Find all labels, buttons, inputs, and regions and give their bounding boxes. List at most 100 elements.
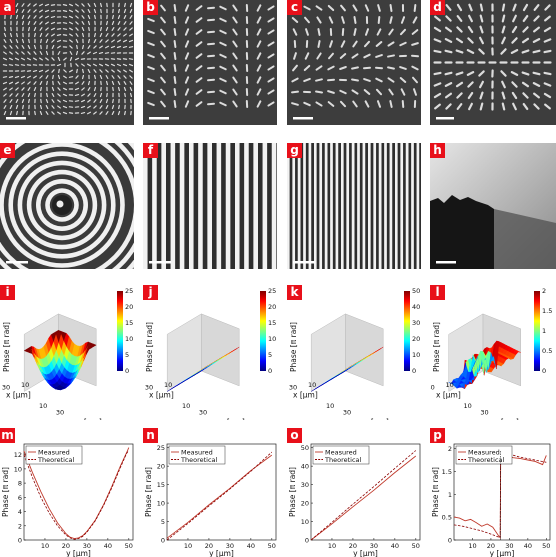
nanofin xyxy=(56,34,62,36)
nanofin xyxy=(3,45,7,49)
nanofin xyxy=(69,51,73,55)
nanofin xyxy=(267,101,275,107)
phase-stripe xyxy=(253,143,258,269)
phase-stripe xyxy=(175,143,180,269)
nanofin xyxy=(99,39,103,43)
y-tick-label: 2 xyxy=(18,522,22,530)
nanofin xyxy=(117,33,121,37)
nanofin xyxy=(128,39,134,43)
nanofin xyxy=(100,8,102,14)
nanofin xyxy=(80,99,86,103)
nanofin xyxy=(207,66,215,70)
colorbar-tick-label: 5 xyxy=(268,351,272,359)
nanofin xyxy=(195,41,203,47)
nanofin xyxy=(118,104,120,110)
phase-stripe xyxy=(207,143,212,269)
phase-stripe xyxy=(184,143,189,269)
nanofin xyxy=(160,4,166,12)
nanofin xyxy=(267,89,275,95)
line-chart: 2 1.5 1 0.5 0 10 20 30 40 50 y [μm] Phase [π rad] Me… xyxy=(431,443,550,557)
nanofin xyxy=(304,16,310,24)
y-tick-label: 2 xyxy=(448,445,452,453)
nanofin xyxy=(45,57,49,61)
y-axis-label: y [μm] xyxy=(77,417,102,420)
legend-entry: Theoretical xyxy=(324,456,362,464)
nanofin xyxy=(39,21,43,25)
nanofin xyxy=(232,64,238,72)
nanofin xyxy=(20,57,26,61)
nanofin xyxy=(75,81,79,85)
nanofin xyxy=(232,100,238,108)
nanofin xyxy=(363,40,371,48)
nanofin xyxy=(81,15,85,19)
nanofin xyxy=(184,28,190,36)
nanofin xyxy=(74,57,80,61)
nanofin xyxy=(184,16,190,24)
nanofin xyxy=(15,38,19,44)
nanofin xyxy=(3,93,7,97)
nanofin xyxy=(387,77,395,83)
nanofin xyxy=(327,65,335,71)
x-tick-label: 20 xyxy=(349,542,357,550)
nanofin xyxy=(411,65,419,71)
phase-stripe xyxy=(324,143,328,269)
colorbar-tick-label: 15 xyxy=(125,319,133,327)
nanofin xyxy=(544,15,551,22)
nanofin xyxy=(117,27,121,31)
nanofin xyxy=(399,41,407,47)
nanofin xyxy=(219,5,227,11)
nanofin xyxy=(303,101,311,107)
nanofin xyxy=(303,5,311,11)
nanofin xyxy=(316,52,322,60)
panel-label: l xyxy=(430,285,445,300)
nanofin xyxy=(543,49,552,54)
phase-stripe xyxy=(303,143,306,269)
scale-bar xyxy=(149,117,169,120)
nanofin xyxy=(45,21,49,25)
nanofin xyxy=(232,4,238,12)
x-tick-label: 30 xyxy=(2,383,10,391)
x-axis-label: y [μm] xyxy=(209,549,234,557)
nanofin xyxy=(117,69,121,73)
nanofin xyxy=(315,5,323,11)
nanofin xyxy=(34,110,36,116)
phase-stripe xyxy=(389,143,393,269)
nanofin xyxy=(315,101,323,107)
nanofin xyxy=(76,68,78,74)
nanofin xyxy=(207,90,215,94)
nanofin xyxy=(267,41,275,47)
colorbar-tick-label: 20 xyxy=(268,303,276,311)
nanofin xyxy=(128,46,134,48)
nanofin xyxy=(69,33,73,37)
nanofin xyxy=(160,52,166,60)
nanofin xyxy=(14,64,20,66)
nanofin xyxy=(232,16,238,24)
nanofin xyxy=(479,91,484,100)
nanofin xyxy=(219,65,227,71)
nanofin xyxy=(33,3,37,7)
nanofin xyxy=(123,86,127,92)
nanofin xyxy=(291,77,299,83)
nanofin xyxy=(387,66,395,70)
nanofin xyxy=(375,88,383,96)
nanofin xyxy=(87,80,91,86)
nanofin xyxy=(3,105,7,109)
nanofin xyxy=(38,3,44,7)
y-tick-label: 50 xyxy=(301,444,309,452)
nanofin xyxy=(2,81,8,85)
nanofin xyxy=(39,80,43,86)
nanofin xyxy=(99,69,103,73)
nanofin xyxy=(521,81,530,88)
nanofin xyxy=(75,50,79,56)
phase-stripe xyxy=(397,143,401,269)
colorbar-tick-label: 50 xyxy=(412,287,420,295)
nanofin xyxy=(87,51,91,55)
nanofin xyxy=(160,88,166,96)
nanofin xyxy=(433,49,442,54)
nanofin xyxy=(39,27,43,31)
nanofin xyxy=(388,28,394,36)
y-tick-label: 20 xyxy=(301,500,309,508)
scale-bar xyxy=(6,261,28,264)
